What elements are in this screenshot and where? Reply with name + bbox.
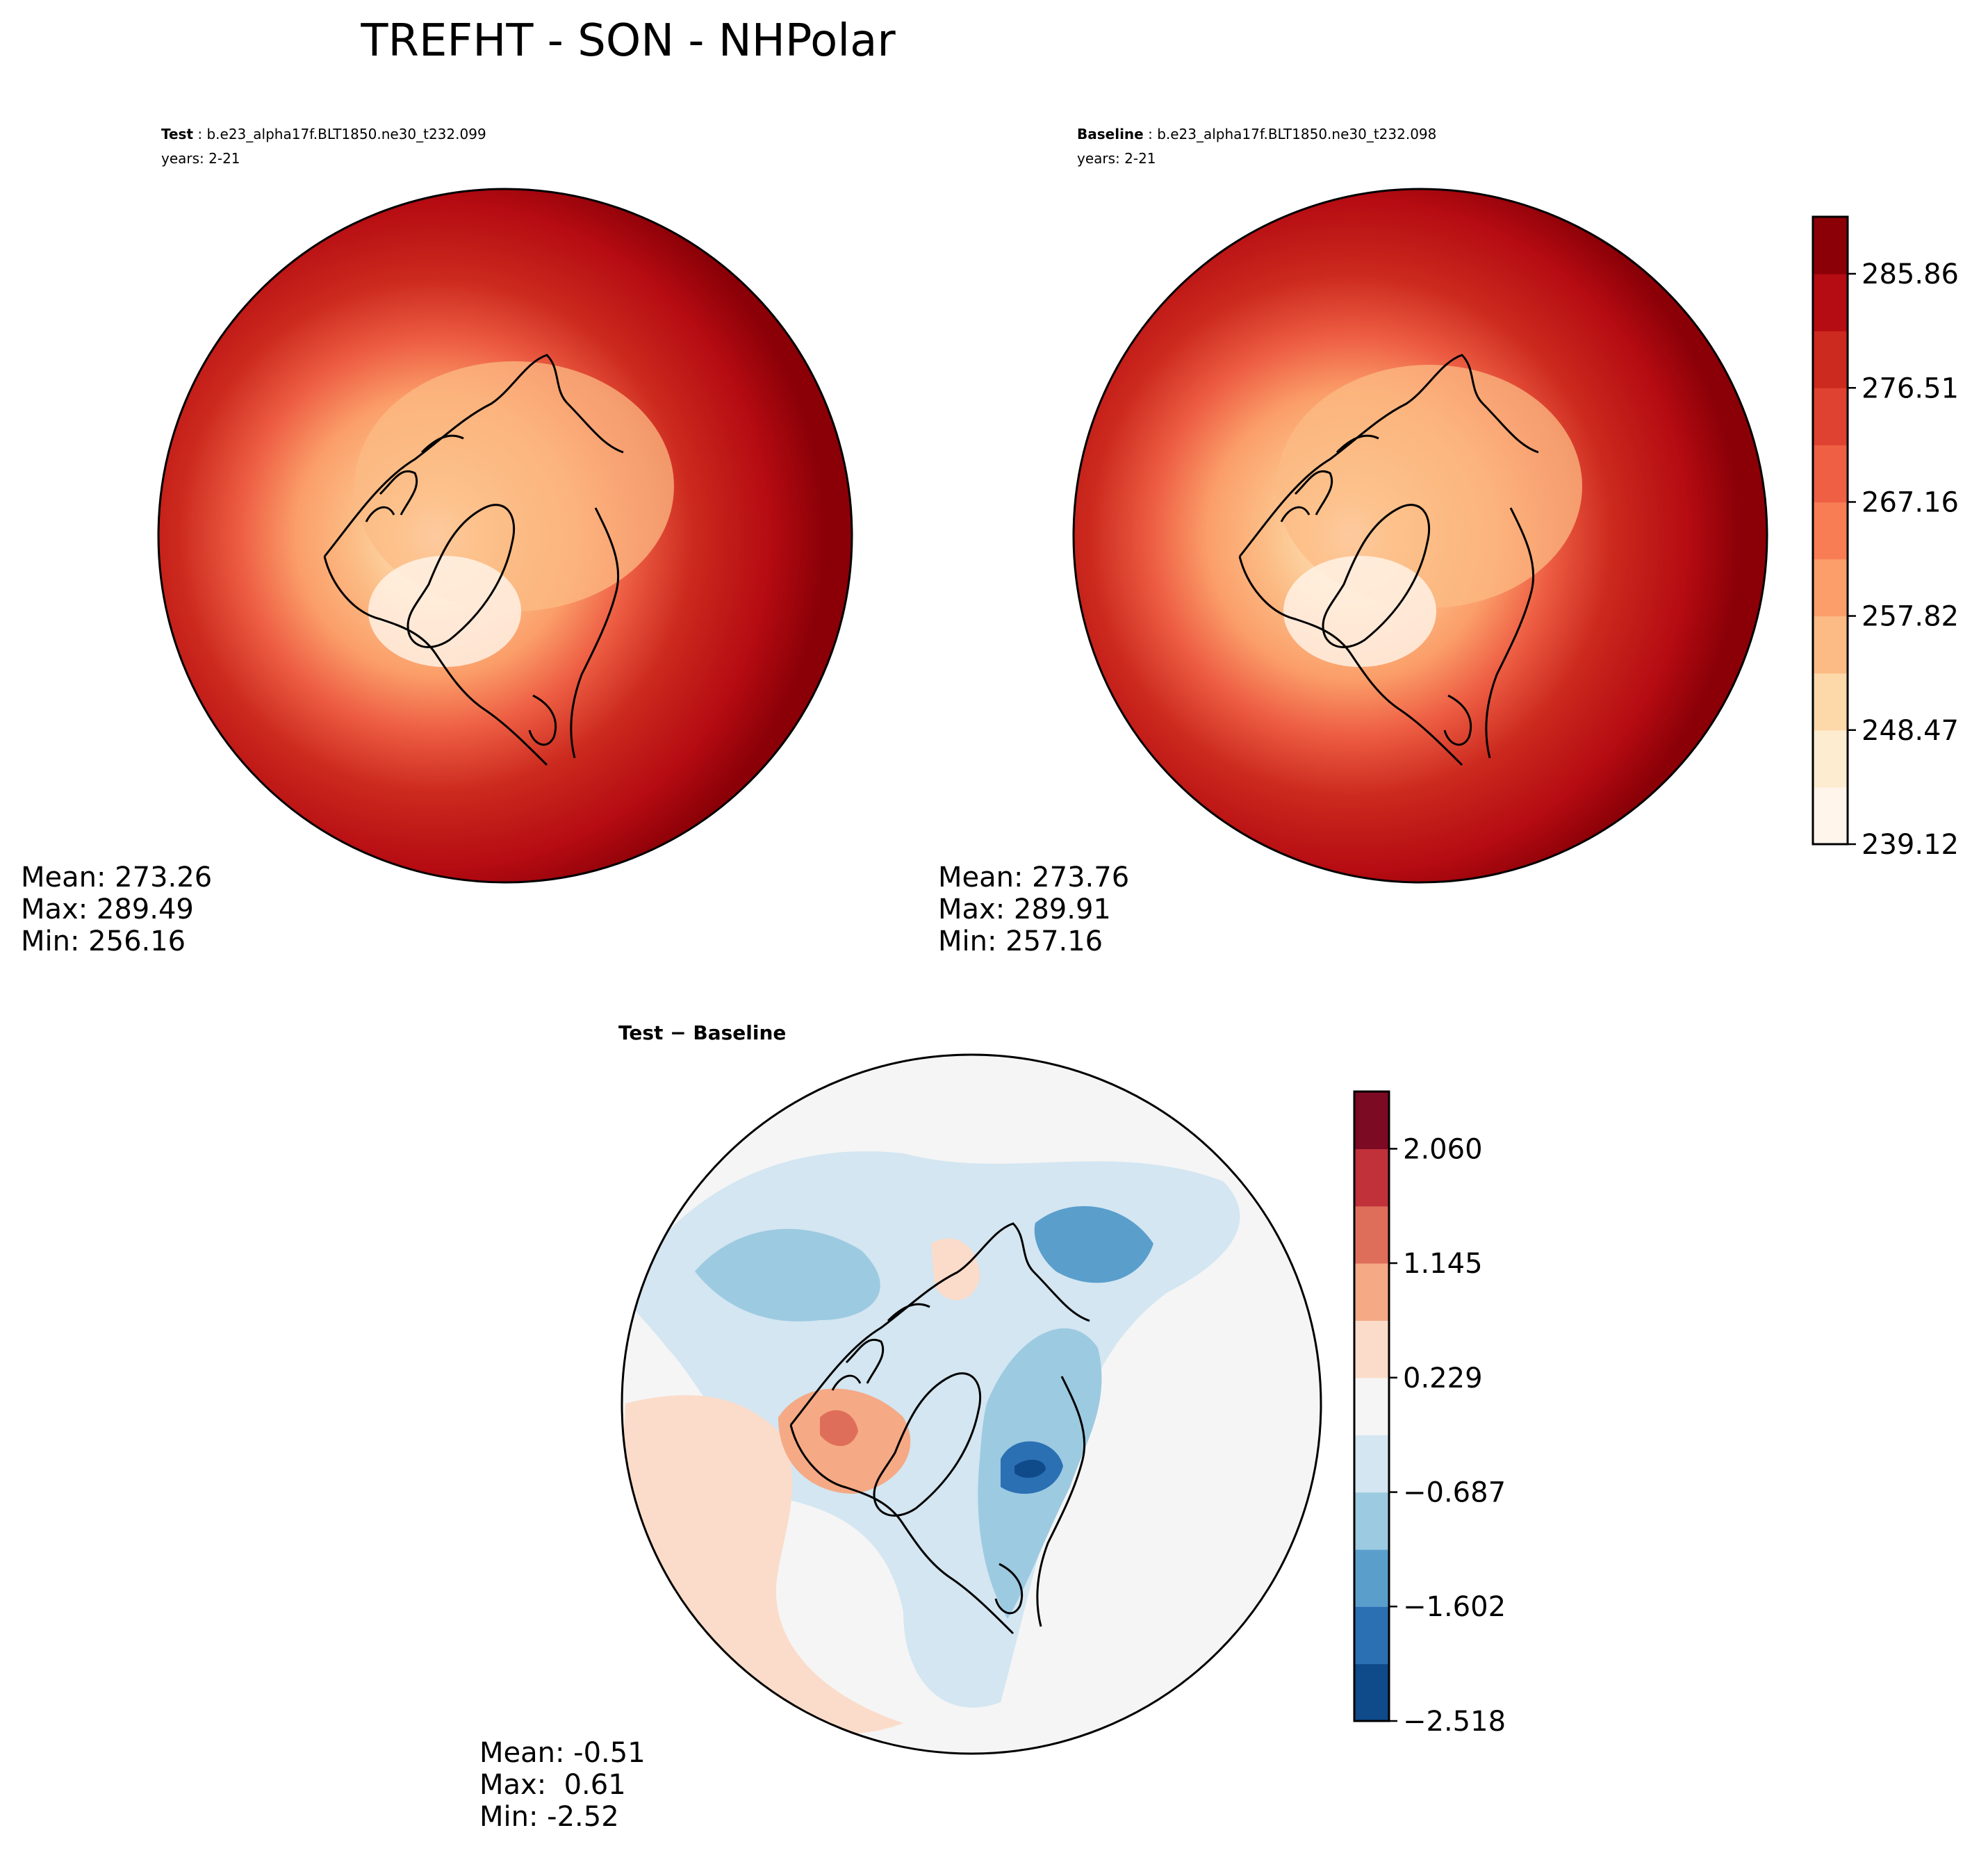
test-panel-separator: :: [193, 126, 206, 142]
difference-colorbar-tick-label: −1.602: [1403, 1591, 1506, 1623]
baseline-colorbar-segment: [1813, 730, 1848, 788]
test-map-boundary: [157, 188, 853, 884]
baseline-panel-case: b.e23_alpha17f.BLT1850.ne30_t232.098: [1157, 126, 1436, 142]
test-panel-case: b.e23_alpha17f.BLT1850.ne30_t232.099: [206, 126, 486, 142]
difference-colorbar-segment: [1354, 1148, 1389, 1207]
baseline-colorbar-segment: [1813, 616, 1848, 674]
test-map-contour: [354, 361, 674, 611]
difference-colorbar-segment: [1354, 1263, 1389, 1321]
baseline-min: Min: 257.16: [938, 925, 1103, 957]
difference-map-contour: [695, 1228, 880, 1321]
difference-mean: Mean: -0.51: [479, 1737, 646, 1769]
baseline-panel-separator: :: [1144, 126, 1157, 142]
baseline-colorbar-segment: [1813, 445, 1848, 503]
difference-colorbar-tick-label: 0.229: [1403, 1362, 1483, 1394]
difference-min: Min: -2.52: [479, 1801, 619, 1833]
difference-colorbar-segment: [1354, 1549, 1389, 1607]
figure-title: TREFHT - SON - NHPolar: [360, 15, 896, 67]
baseline-map-contour: [1276, 365, 1582, 608]
difference-colorbar-segment: [1354, 1492, 1389, 1550]
difference-colorbar-segment: [1354, 1377, 1389, 1435]
difference-map-contour: [1014, 1459, 1046, 1478]
baseline-colorbar-tick-label: 276.51: [1862, 372, 1959, 404]
difference-map-boundary: [621, 1053, 1322, 1755]
difference-colorbar-segment: [1354, 1092, 1389, 1149]
test-panel: Test : b.e23_alpha17f.BLT1850.ne30_t232.…: [21, 126, 853, 957]
difference-map-contour: [820, 1410, 858, 1447]
baseline-map-boundary: [1072, 188, 1768, 884]
difference-colorbar-tick-label: 2.060: [1403, 1133, 1483, 1165]
baseline-colorbar-segment: [1813, 559, 1848, 617]
test-panel-years: years: 2-21: [161, 150, 240, 167]
baseline-colorbar-segment: [1813, 331, 1848, 388]
baseline-colorbar-tick-label: 248.47: [1862, 715, 1959, 747]
difference-panel: Test − Baseline Mean: -0.51 Max: 0.61 Mi…: [479, 1021, 1506, 1833]
baseline-colorbar-segment: [1813, 787, 1848, 845]
baseline-colorbar-tick-label: 267.16: [1862, 486, 1959, 518]
test-max: Max: 289.49: [21, 893, 194, 925]
difference-colorbar: −2.518 −1.602 −0.687 0.229 1.145 2.060: [1353, 1090, 1506, 1738]
baseline-mean: Mean: 273.76: [938, 862, 1129, 893]
difference-colorbar-segment: [1354, 1205, 1389, 1264]
baseline-colorbar-segment: [1813, 673, 1848, 731]
baseline-colorbar-segment: [1813, 217, 1848, 274]
baseline-panel: Baseline : b.e23_alpha17f.BLT1850.ne30_t…: [938, 126, 1959, 957]
difference-colorbar-segment: [1354, 1435, 1389, 1493]
baseline-colorbar-segment: [1813, 388, 1848, 445]
baseline-panel-label: Baseline: [1077, 126, 1144, 142]
difference-map-contour: [931, 1238, 980, 1301]
test-panel-label: Test: [161, 126, 193, 142]
baseline-colorbar-tick-label: 239.12: [1862, 829, 1959, 861]
baseline-colorbar-tick-label: 257.82: [1862, 601, 1959, 633]
test-map-contour: [368, 556, 521, 667]
baseline-colorbar: 239.12 248.47 257.82 267.16 276.51 285.86: [1812, 215, 1959, 861]
difference-colorbar-segment: [1354, 1663, 1389, 1722]
svg-text:Test : b.e23_alpha17f.BLT1850.: Test : b.e23_alpha17f.BLT1850.ne30_t232.…: [161, 126, 486, 142]
svg-text:Baseline : b.e23_alpha17f.BLT1: Baseline : b.e23_alpha17f.BLT1850.ne30_t…: [1077, 126, 1436, 142]
difference-max: Max: 0.61: [479, 1769, 626, 1801]
difference-map-contour: [1034, 1206, 1153, 1283]
difference-colorbar-tick-label: 1.145: [1403, 1248, 1483, 1280]
test-mean: Mean: 273.26: [21, 862, 212, 893]
difference-colorbar-segment: [1354, 1320, 1389, 1378]
difference-panel-title: Test − Baseline: [618, 1021, 786, 1044]
baseline-panel-years: years: 2-21: [1077, 150, 1156, 167]
baseline-colorbar-frame: [1812, 215, 1849, 846]
baseline-max: Max: 289.91: [938, 893, 1111, 925]
baseline-colorbar-segment: [1813, 502, 1848, 560]
difference-colorbar-frame: [1353, 1090, 1390, 1722]
difference-colorbar-segment: [1354, 1606, 1389, 1665]
difference-colorbar-tick-label: −2.518: [1403, 1706, 1506, 1738]
baseline-colorbar-segment: [1813, 274, 1848, 331]
test-min: Min: 256.16: [21, 925, 186, 957]
baseline-colorbar-tick-label: 285.86: [1862, 258, 1959, 290]
difference-colorbar-tick-label: −0.687: [1403, 1477, 1506, 1509]
baseline-map-contour: [1283, 556, 1436, 667]
